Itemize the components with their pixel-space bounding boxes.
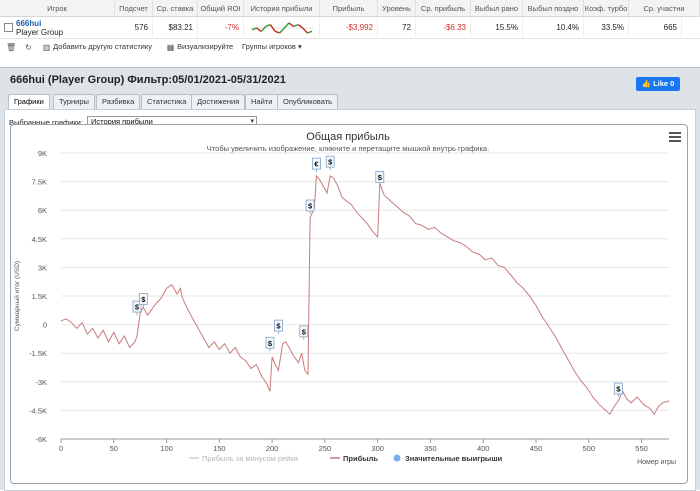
row-checkbox[interactable] [4,23,13,32]
sparkline-segment [274,30,280,34]
chart-select-value: История прибыли [91,117,153,126]
add-stat-label: Добавить другую статистику [53,42,152,51]
table-row[interactable]: 666hui Player Group 576 $83.21 -7% -$3,9… [0,17,700,39]
avg-entrants-value: 665 [629,17,682,39]
player-groups-dropdown[interactable]: Группы игроков ▾ [242,42,302,51]
chart-container[interactable] [10,124,688,484]
sparkline-segment [283,22,290,29]
player-name-link[interactable]: 666hui [16,19,42,28]
sparkline-segment [260,25,267,32]
chevron-down-icon: ▾ [250,118,254,125]
sparkline-segment [279,27,285,34]
tab-achievements[interactable]: Достижения [191,94,246,109]
header-profit-history[interactable]: История прибыли [244,0,320,17]
add-stat-button[interactable]: ▥ Добавить другую статистику [42,42,152,52]
visualize-button[interactable]: ▦ Визуализируйте [166,42,234,52]
panel-title: 666hui (Player Group) Фильтр:05/01/2021-… [10,74,286,86]
header-late[interactable]: Выбыл поздно [523,0,584,17]
header-avg-entrants[interactable]: Ср. участни [629,0,700,17]
turbo-value: 33.5% [584,17,629,39]
player-group: Player Group [16,28,64,37]
early-value: 15.5% [471,17,523,39]
add-column-icon: ▥ [42,42,51,52]
facebook-like-button[interactable]: 👍 Like 0 [636,77,680,91]
header-level[interactable]: Уровень [378,0,416,17]
select-label: Выбранные графики: [9,118,83,127]
sparkline-segment [288,22,294,27]
delete-icon[interactable]: 🗑 [6,42,17,52]
level-value: 72 [378,17,416,39]
count-value: 576 [115,17,153,39]
chart-icon: ▦ [166,42,175,52]
chart-menu-icon[interactable] [669,132,681,142]
avg-profit-value: -$6.33 [416,17,471,39]
chevron-down-icon: ▾ [297,42,302,51]
sparkline-segment [302,27,308,34]
player-groups-label: Группы игроков [242,42,296,51]
stats-toolbar: 🗑 ↻ ▥ Добавить другую статистику ▦ Визуа… [0,40,700,54]
roi-value: -7% [198,17,244,39]
tab-tournaments[interactable]: Турниры [53,94,95,109]
header-player[interactable]: Игрок [0,0,115,17]
sparkline-segment [251,27,257,31]
header-count[interactable]: Подсчет [115,0,153,17]
sparkline-segment [293,23,299,28]
sparkline-segment [307,30,313,34]
like-label: Like 0 [653,79,675,88]
tab-statistics[interactable]: Статистика [141,94,193,109]
header-avg-profit[interactable]: Ср. прибыль [416,0,471,17]
refresh-icon[interactable]: ↻ [25,42,32,52]
header-avg-stake[interactable]: Ср. ставка [153,0,198,17]
sparkline-segment [265,23,271,28]
stats-table: Игрок Подсчет Ср. ставка Общий ROI Истор… [0,0,700,40]
header-roi[interactable]: Общий ROI [198,0,244,17]
stats-header: Игрок Подсчет Ср. ставка Общий ROI Истор… [0,0,700,17]
profit-value: -$3,992 [320,17,378,39]
late-value: 10.4% [523,17,584,39]
header-turbo[interactable]: Коэф. турбо [584,0,629,17]
profit-sparkline [244,17,320,39]
header-early[interactable]: Выбыл рано [471,0,523,17]
tab-find[interactable]: Найти [245,94,279,109]
player-cell[interactable]: 666hui Player Group [16,19,63,37]
tab-publish[interactable]: Опубликовать [277,94,339,109]
tab-charts[interactable]: Графики [8,94,50,109]
header-profit[interactable]: Прибыль [320,0,378,17]
avg-stake-value: $83.21 [153,17,198,39]
sparkline-segment [269,24,276,32]
tab-breakdown[interactable]: Разбивка [96,94,141,109]
visualize-label: Визуализируйте [177,42,234,51]
thumbs-up-icon: 👍 [641,79,651,88]
sparkline-segment [297,24,304,29]
sparkline-chart [250,22,314,34]
sparkline-segment [256,27,262,32]
